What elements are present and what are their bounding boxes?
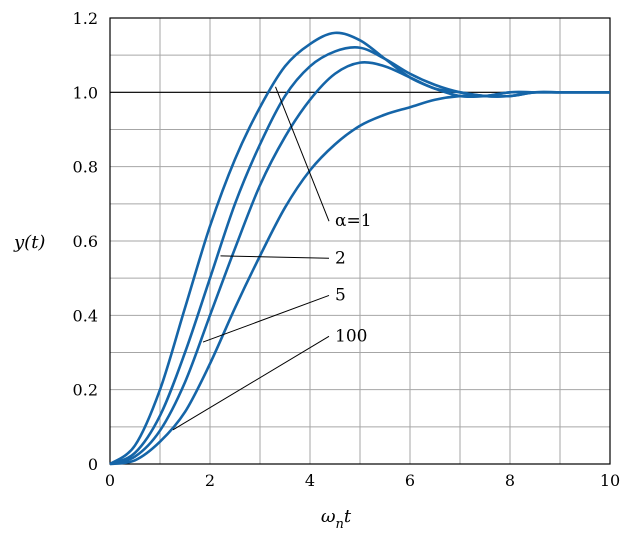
annotation-label-1: 2 xyxy=(335,248,346,268)
y-tick-label: 0.6 xyxy=(73,232,98,251)
y-tick-label: 1.2 xyxy=(73,9,98,28)
x-axis-label: ωnt xyxy=(321,506,352,532)
grid xyxy=(110,18,610,464)
series-line-2 xyxy=(109,61,610,466)
x-axis-label-sub: n xyxy=(336,517,344,532)
x-tick-label: 8 xyxy=(505,471,515,490)
annotation-label-0: α=1 xyxy=(335,211,372,231)
x-tick-label: 10 xyxy=(600,471,620,490)
y-tick-label: 0.4 xyxy=(73,306,98,325)
x-tick-label: 0 xyxy=(105,471,115,490)
x-tick-label: 4 xyxy=(305,471,315,490)
x-tick-label: 6 xyxy=(405,471,415,490)
y-tick-label: 0 xyxy=(88,455,98,474)
annotation-label-3: 100 xyxy=(335,326,367,346)
y-tick-label: 1.0 xyxy=(73,83,98,102)
plot-frame xyxy=(109,17,611,465)
annotation-leader-1 xyxy=(220,255,330,259)
x-tick-label: 2 xyxy=(205,471,215,490)
x-axis-label-end: t xyxy=(344,506,352,527)
annotation-leader-2 xyxy=(202,294,330,343)
annotation-leader-3 xyxy=(172,335,330,431)
annotation-leader-0 xyxy=(275,86,330,222)
annotation-group: α=1 2 5 100 xyxy=(172,86,372,431)
annotation-label-2: 5 xyxy=(335,285,346,305)
y-axis-label: y(t) xyxy=(13,232,45,253)
series-group xyxy=(109,31,610,466)
y-tick-label: 0.2 xyxy=(73,381,98,400)
x-axis-label-main: ω xyxy=(321,506,336,527)
series-line-3 xyxy=(109,90,610,466)
y-tick-label: 0.8 xyxy=(73,158,98,177)
